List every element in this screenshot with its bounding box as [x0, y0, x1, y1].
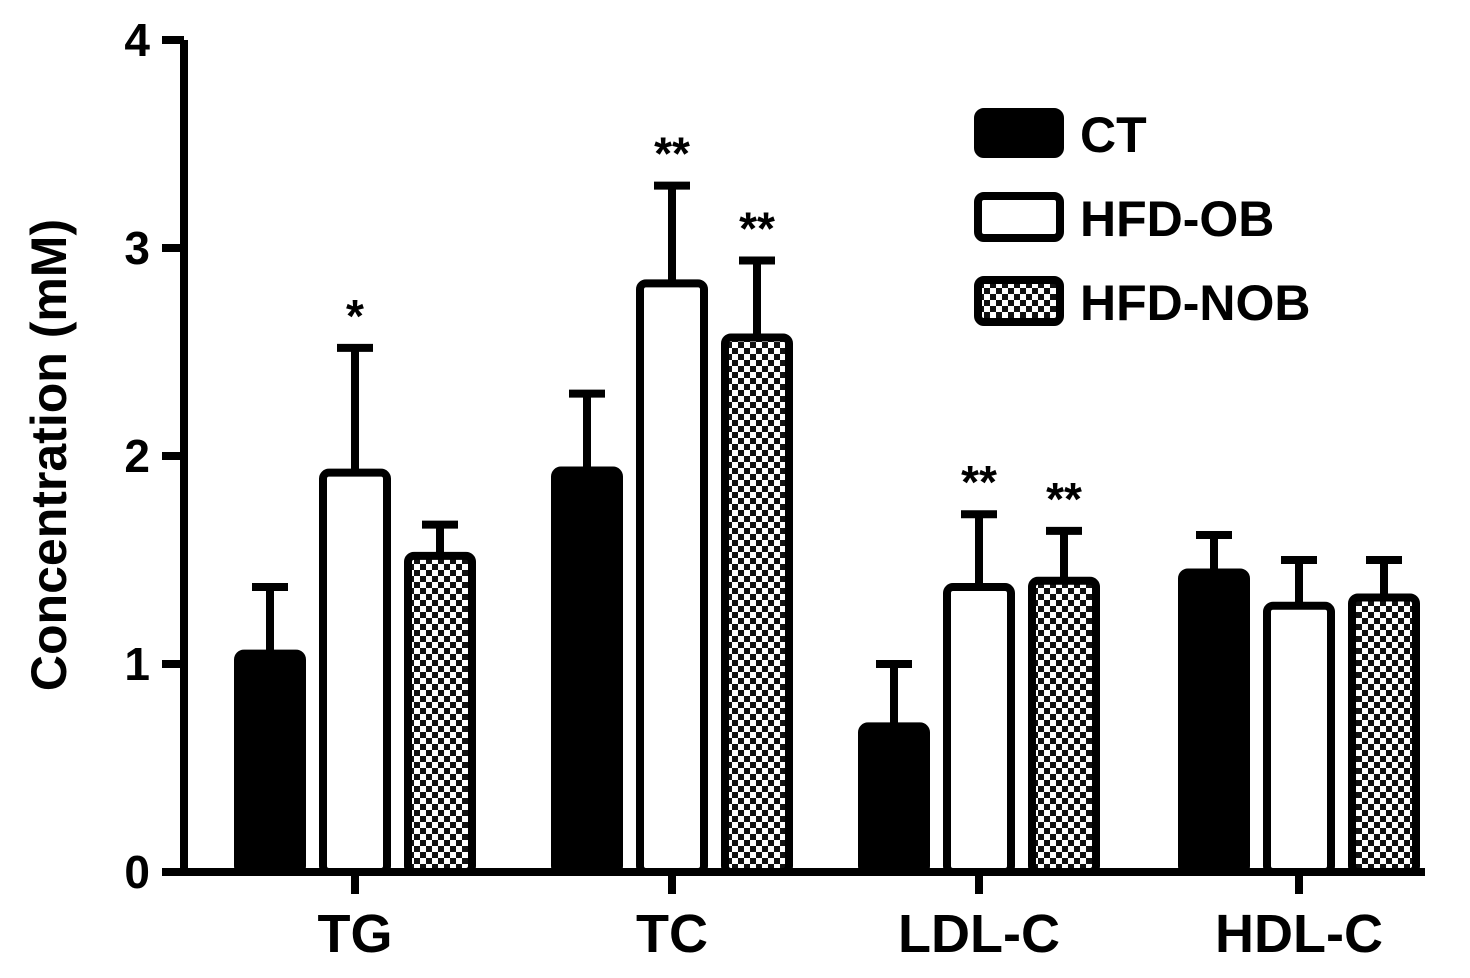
significance-hfd-nob-ldl-c: **: [1046, 473, 1082, 525]
bar-hfd-ob-tc: [636, 279, 708, 876]
bar-hfd-ob-ldl-c: [943, 583, 1015, 876]
legend-label-hfd-ob: HFD-OB: [1080, 191, 1274, 247]
category-label-hdl-c: HDL-C: [1215, 904, 1383, 964]
y-axis-label: Concentration (mM): [21, 219, 77, 691]
bar-ct-tg: [234, 649, 306, 876]
plot-area: 0 1 2 3 4 TG * TC ** ** LDL-C ** ** HDL-C: [124, 14, 1425, 964]
y-tick-label-0: 0: [124, 846, 150, 898]
significance-hfd-nob-tc: **: [739, 202, 775, 254]
legend-label-ct: CT: [1080, 107, 1147, 163]
bar-hfd-nob-tg: [404, 551, 476, 877]
y-tick-label-4: 4: [124, 14, 150, 66]
y-tick-label-2: 2: [124, 430, 150, 482]
bar-hfd-ob-hdl-c: [1263, 601, 1335, 876]
legend: CT HFD-OB HFD-NOB: [974, 107, 1311, 331]
y-tick-label-1: 1: [124, 638, 150, 690]
legend-swatch-hfd-ob: [974, 192, 1064, 242]
significance-hfd-ob-tc: **: [654, 128, 690, 180]
legend-label-hfd-nob: HFD-NOB: [1080, 275, 1311, 331]
y-tick-label-3: 3: [124, 222, 150, 274]
legend-swatch-hfd-nob: [974, 276, 1064, 326]
category-label-ldl-c: LDL-C: [898, 904, 1060, 964]
bar-ct-ldl-c: [858, 722, 930, 877]
legend-swatch-ct: [974, 108, 1064, 158]
category-label-tg: TG: [318, 904, 393, 964]
bar-hfd-nob-hdl-c: [1348, 593, 1420, 876]
bar-hfd-ob-tg: [319, 468, 391, 876]
significance-hfd-ob-ldl-c: **: [961, 456, 997, 508]
bar-ct-tc: [551, 466, 623, 876]
bar-hfd-nob-ldl-c: [1028, 576, 1100, 876]
significance-hfd-ob-tg: *: [346, 290, 364, 342]
bar-hfd-nob-tc: [721, 333, 793, 876]
bar-ct-hdl-c: [1178, 568, 1250, 876]
category-label-tc: TC: [636, 904, 708, 964]
